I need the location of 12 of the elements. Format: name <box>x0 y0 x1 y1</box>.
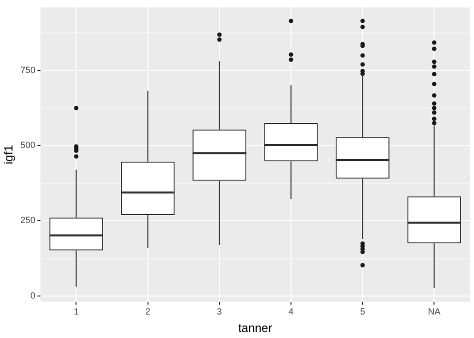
x-tick-label: 4 <box>288 306 294 317</box>
x-axis-title: tanner <box>238 321 272 336</box>
y-tick-label: 500 <box>20 140 36 150</box>
y-tick-label: 250 <box>20 215 36 226</box>
x-tick-label: 2 <box>145 306 150 317</box>
x-tick-label: 3 <box>216 306 222 317</box>
x-tick-label: NA <box>428 306 440 317</box>
x-tick-label: 1 <box>74 306 79 317</box>
y-tick-label: 0 <box>30 290 36 300</box>
x-tick-label: 5 <box>360 306 366 317</box>
y-tick-label: 750 <box>20 64 36 75</box>
y-axis-title: igf1 <box>2 144 16 164</box>
